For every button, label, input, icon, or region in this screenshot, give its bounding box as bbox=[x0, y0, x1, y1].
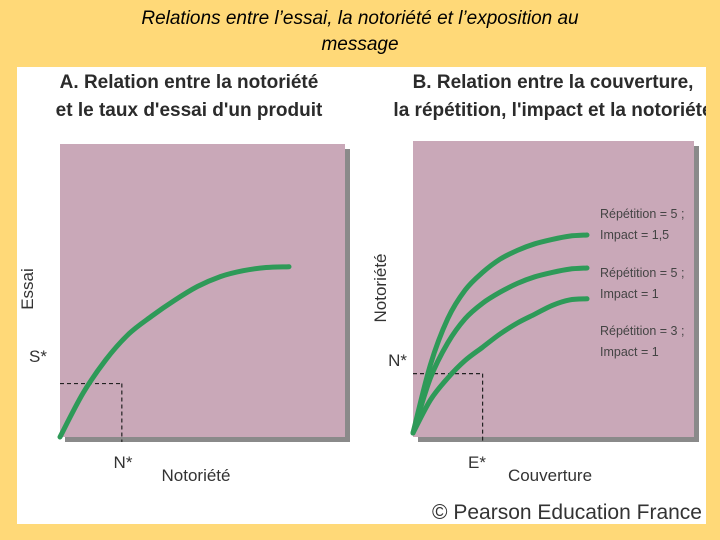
series-2-label-line1: Répétition = 5 ; bbox=[600, 266, 684, 280]
series-1-label-line1: Répétition = 5 ; bbox=[600, 207, 684, 221]
panel-b-legend: Répétition = 5 ; Impact = 1,5 Répétition… bbox=[600, 207, 684, 359]
panel-a-xlabel: Notoriété bbox=[162, 466, 231, 485]
series-3-label-line1: Répétition = 3 ; bbox=[600, 324, 684, 338]
panel-a-ylabel: Essai bbox=[18, 268, 37, 310]
panel-a-series-1-line bbox=[57, 264, 292, 440]
panel-b-xlabel: Couverture bbox=[508, 466, 592, 485]
series-1-label-line2: Impact = 1,5 bbox=[600, 228, 669, 242]
figure: A. Relation entre la notoriété et le tau… bbox=[17, 67, 706, 524]
panel-a-plot-area bbox=[60, 144, 345, 437]
panel-a: A. Relation entre la notoriété et le tau… bbox=[18, 72, 350, 485]
panel-b-ylabel: Notoriété bbox=[371, 254, 390, 323]
copyright-notice: © Pearson Education France bbox=[432, 501, 702, 524]
panel-b-plot-area bbox=[413, 141, 694, 437]
series-2-label-line2: Impact = 1 bbox=[600, 287, 659, 301]
panel-b: B. Relation entre la couverture, la répé… bbox=[371, 72, 706, 485]
panel-a-title-line2: et le taux d'essai d'un produit bbox=[56, 100, 323, 121]
panel-b-series-1-line bbox=[410, 232, 590, 436]
panel-b-title-line2: la répétition, l'impact et la notoriété bbox=[393, 100, 706, 121]
panel-a-title-line1: A. Relation entre la notoriété bbox=[60, 72, 319, 93]
panel-b-series-3-line bbox=[410, 296, 590, 436]
slide-title-line2: message bbox=[321, 34, 399, 55]
slide-title-line1: Relations entre l’essai, la notoriété et… bbox=[141, 8, 579, 29]
panel-a-s-star-label: S* bbox=[29, 347, 47, 366]
panel-b-series-2-line bbox=[410, 265, 590, 436]
panel-a-n-star-label: N* bbox=[114, 453, 133, 472]
panel-b-title-line1: B. Relation entre la couverture, bbox=[413, 72, 694, 93]
series-3-label-line2: Impact = 1 bbox=[600, 345, 659, 359]
slide-title: Relations entre l’essai, la notoriété et… bbox=[30, 6, 690, 58]
panel-b-n-star-label: N* bbox=[388, 351, 407, 370]
panel-b-e-star-label: E* bbox=[468, 453, 486, 472]
figure-svg: A. Relation entre la notoriété et le tau… bbox=[18, 72, 706, 524]
